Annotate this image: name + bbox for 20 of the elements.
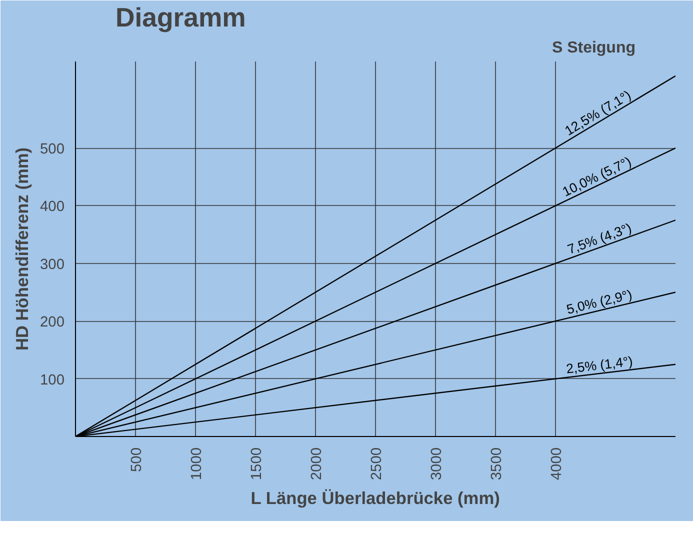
x-tick-label: 1500	[249, 447, 265, 480]
y-tick-label: 300	[40, 256, 65, 273]
x-tick-label: 500	[129, 447, 145, 472]
y-tick-label: 200	[40, 314, 65, 331]
text: 5,0% (2,9°)	[565, 286, 634, 317]
x-tick-label: 1000	[189, 447, 205, 480]
y-axis-title: HD Höhendifferenz (mm)	[12, 147, 32, 351]
y-tick-label: 500	[40, 142, 65, 158]
legend-title: S Steigung	[552, 40, 636, 56]
x-tick-label: 4000	[549, 447, 565, 480]
x-tick-label: 3500	[489, 447, 505, 480]
y-tick-label: 400	[40, 199, 65, 216]
text: 7,5% (4,3°)	[566, 220, 634, 257]
chart-title: Diagramm	[116, 2, 246, 32]
x-tick-label: 2500	[369, 447, 385, 480]
x-axis-title: L Länge Überladebrücke (mm)	[250, 488, 500, 508]
x-tick-label: 2000	[309, 447, 325, 480]
x-tick-label: 3000	[429, 447, 445, 480]
text: 2,5% (1,4°)	[565, 354, 634, 376]
y-tick-label: 100	[40, 372, 65, 388]
